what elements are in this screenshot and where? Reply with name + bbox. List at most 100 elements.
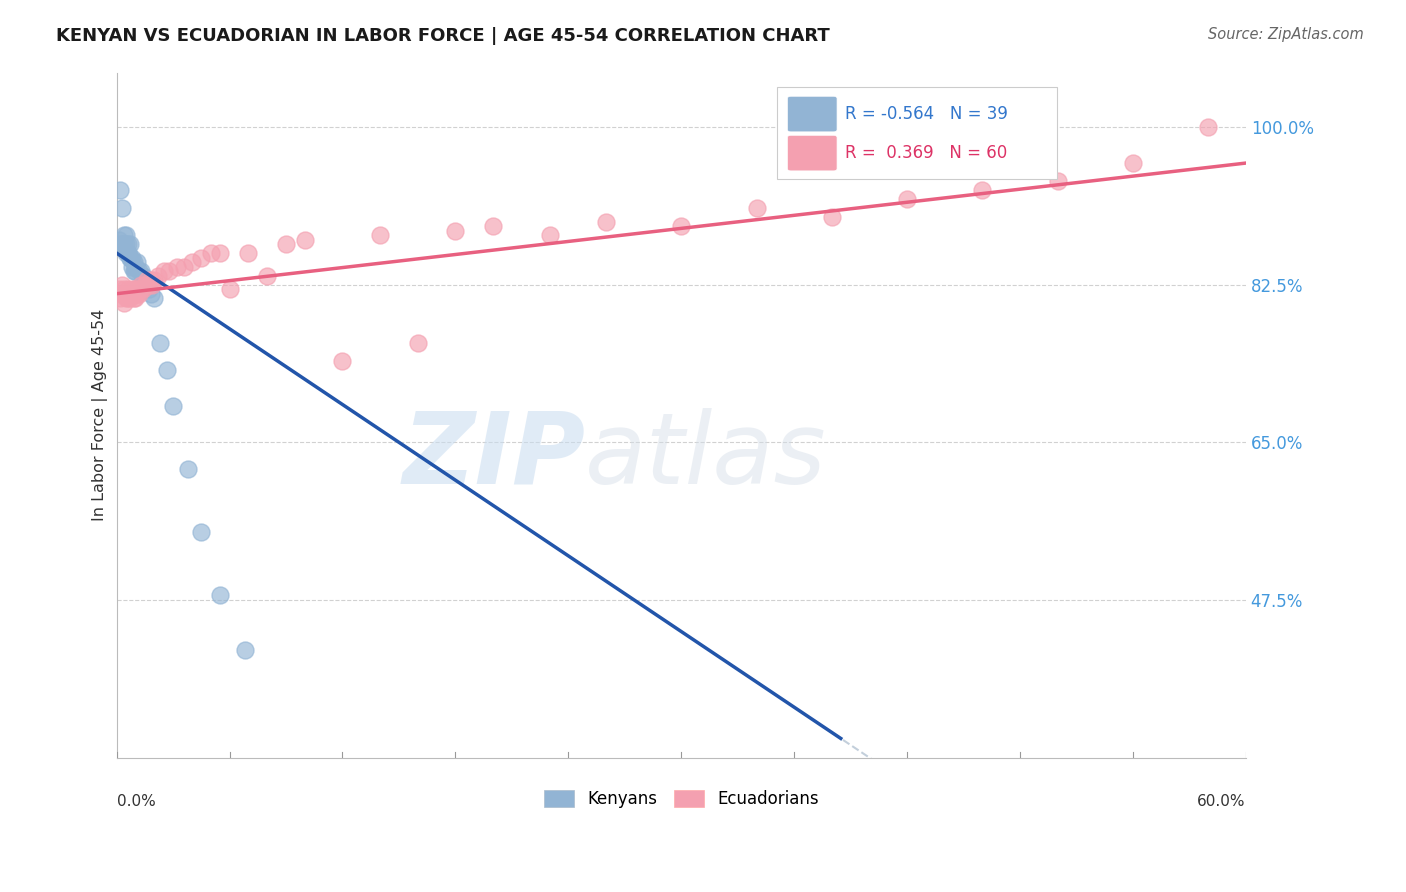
Point	[135, 277, 157, 292]
Point	[190, 251, 212, 265]
Point	[115, 246, 138, 260]
Point	[124, 291, 146, 305]
Point	[368, 228, 391, 243]
Point	[177, 462, 200, 476]
Point	[111, 237, 134, 252]
Point	[117, 237, 139, 252]
Point	[107, 282, 129, 296]
Point	[274, 237, 297, 252]
Text: KENYAN VS ECUADORIAN IN LABOR FORCE | AGE 45-54 CORRELATION CHART: KENYAN VS ECUADORIAN IN LABOR FORCE | AG…	[56, 27, 830, 45]
Point	[821, 210, 844, 224]
Point	[406, 336, 429, 351]
Point	[115, 228, 138, 243]
Point	[121, 260, 143, 274]
Point	[972, 183, 994, 197]
Point	[112, 295, 135, 310]
Point	[146, 268, 169, 283]
Point	[156, 363, 179, 377]
Point	[118, 237, 141, 252]
Point	[152, 264, 174, 278]
Point	[1046, 174, 1069, 188]
Point	[127, 286, 149, 301]
Point	[256, 268, 278, 283]
Point	[181, 255, 204, 269]
Point	[671, 219, 693, 234]
Point	[166, 260, 188, 274]
Y-axis label: In Labor Force | Age 45-54: In Labor Force | Age 45-54	[93, 310, 108, 522]
Text: atlas: atlas	[585, 408, 827, 505]
Point	[896, 192, 918, 206]
Point	[129, 277, 152, 292]
Point	[111, 277, 134, 292]
FancyBboxPatch shape	[787, 136, 837, 171]
Point	[173, 260, 195, 274]
Point	[141, 277, 163, 292]
Point	[122, 264, 145, 278]
Point	[129, 282, 152, 296]
Point	[110, 237, 132, 252]
Point	[122, 291, 145, 305]
Point	[238, 246, 260, 260]
FancyBboxPatch shape	[787, 96, 837, 132]
Point	[218, 282, 240, 296]
Point	[143, 273, 166, 287]
Point	[117, 246, 139, 260]
Point	[121, 282, 143, 296]
Point	[162, 399, 184, 413]
Point	[117, 291, 139, 305]
Point	[115, 291, 138, 305]
Point	[1197, 120, 1219, 134]
Point	[538, 228, 561, 243]
Point	[134, 273, 156, 287]
Text: R =  0.369   N = 60: R = 0.369 N = 60	[845, 145, 1007, 162]
Point	[121, 251, 143, 265]
Point	[110, 183, 132, 197]
Point	[138, 277, 160, 292]
Legend: Kenyans, Ecuadorians: Kenyans, Ecuadorians	[537, 783, 825, 814]
Point	[118, 251, 141, 265]
Point	[128, 264, 150, 278]
Point	[127, 255, 149, 269]
Point	[190, 525, 212, 540]
Point	[128, 286, 150, 301]
Text: R = -0.564   N = 39: R = -0.564 N = 39	[845, 105, 1008, 123]
Text: 0.0%: 0.0%	[117, 794, 156, 809]
Point	[149, 336, 172, 351]
Point	[595, 214, 617, 228]
Point	[139, 286, 162, 301]
Point	[118, 291, 141, 305]
Point	[143, 291, 166, 305]
Point	[745, 201, 768, 215]
Point	[132, 282, 155, 296]
Point	[128, 282, 150, 296]
Text: ZIP: ZIP	[402, 408, 585, 505]
Point	[233, 642, 256, 657]
Point	[135, 273, 157, 287]
Point	[127, 282, 149, 296]
Point	[112, 228, 135, 243]
Point	[124, 264, 146, 278]
Point	[332, 354, 354, 368]
Point	[132, 268, 155, 283]
Text: Source: ZipAtlas.com: Source: ZipAtlas.com	[1208, 27, 1364, 42]
Point	[110, 291, 132, 305]
Point	[115, 237, 138, 252]
Point	[124, 286, 146, 301]
FancyBboxPatch shape	[778, 87, 1057, 179]
Point	[122, 282, 145, 296]
Point	[134, 277, 156, 292]
Point	[111, 201, 134, 215]
Point	[1122, 156, 1144, 170]
Point	[121, 286, 143, 301]
Point	[111, 286, 134, 301]
Point	[112, 282, 135, 296]
Point	[209, 246, 232, 260]
Point	[115, 286, 138, 301]
Point	[294, 233, 316, 247]
Text: 60.0%: 60.0%	[1198, 794, 1246, 809]
Point	[139, 273, 162, 287]
Point	[200, 246, 222, 260]
Point	[482, 219, 505, 234]
Point	[107, 233, 129, 247]
Point	[157, 264, 180, 278]
